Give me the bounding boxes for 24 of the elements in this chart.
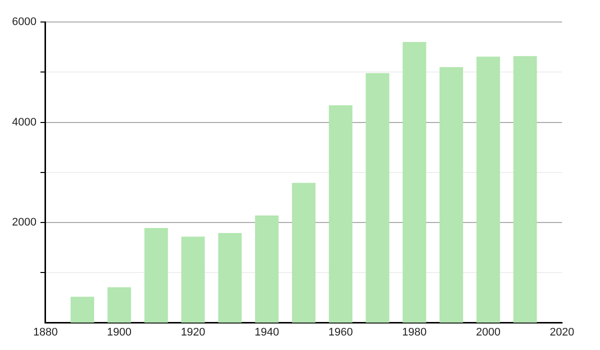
bar [476, 56, 500, 323]
bar [144, 228, 168, 323]
x-tick-label: 1940 [254, 326, 280, 338]
bar [108, 287, 132, 323]
y-tick-label: 6000 [12, 16, 36, 28]
x-tick-label: 1880 [33, 326, 58, 338]
bar [255, 216, 279, 323]
bar [513, 56, 537, 323]
bar [366, 73, 390, 323]
x-tick-label: 1920 [180, 326, 206, 338]
x-tick-label: 2020 [550, 326, 574, 338]
bar [440, 67, 464, 323]
bar [328, 105, 352, 323]
x-tick-label: 1980 [402, 326, 427, 338]
bar [402, 42, 426, 323]
x-tick-label: 1960 [328, 326, 353, 338]
y-tick-label: 2000 [12, 216, 36, 229]
x-tick-label: 2000 [476, 326, 500, 338]
bar [218, 233, 242, 323]
bar [181, 236, 205, 323]
bar [292, 182, 316, 323]
y-tick-label: 4000 [12, 116, 36, 128]
x-tick-label: 1900 [107, 326, 132, 338]
bar [70, 296, 94, 323]
